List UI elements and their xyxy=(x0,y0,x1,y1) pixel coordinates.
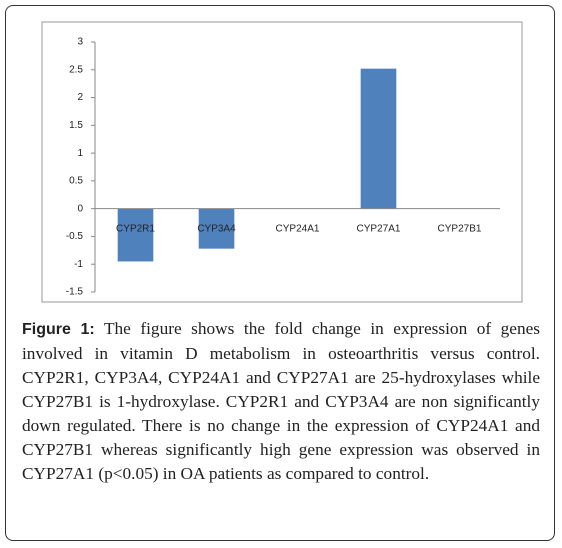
bar xyxy=(198,208,235,249)
x-tick-label: CYP2R1 xyxy=(116,223,155,234)
y-tick-label: 2 xyxy=(77,92,83,103)
y-tick-label: 3 xyxy=(77,37,83,48)
y-tick-label: -1.5 xyxy=(66,287,84,298)
caption-label: Figure 1: xyxy=(22,321,95,338)
x-tick-label: CYP27B1 xyxy=(438,223,482,234)
y-tick-label: 1.5 xyxy=(69,120,83,131)
x-tick-label: CYP27A1 xyxy=(357,223,401,234)
y-tick-label: -0.5 xyxy=(66,231,84,242)
caption: Figure 1: The figure shows the fold chan… xyxy=(22,317,540,486)
bar xyxy=(117,208,154,262)
x-tick-label: CYP3A4 xyxy=(197,223,236,234)
figure-frame xyxy=(5,5,555,541)
y-tick-label: 1 xyxy=(77,148,83,159)
x-tick-label: CYP24A1 xyxy=(276,223,320,234)
chart: -1.5 -1 -0.5 0 0.5 1 1.5 2 2.5 3 CYP2R1 CYP3A4 CYP24… xyxy=(41,21,523,303)
y-tick-label: -1 xyxy=(74,259,83,270)
bar xyxy=(360,68,397,209)
y-tick-label: 0 xyxy=(77,203,83,214)
y-tick-label: 0.5 xyxy=(69,176,83,187)
caption-text: The figure shows the fold change in expr… xyxy=(22,319,540,483)
y-tick-label: 2.5 xyxy=(69,64,83,75)
chart-border xyxy=(41,21,523,303)
